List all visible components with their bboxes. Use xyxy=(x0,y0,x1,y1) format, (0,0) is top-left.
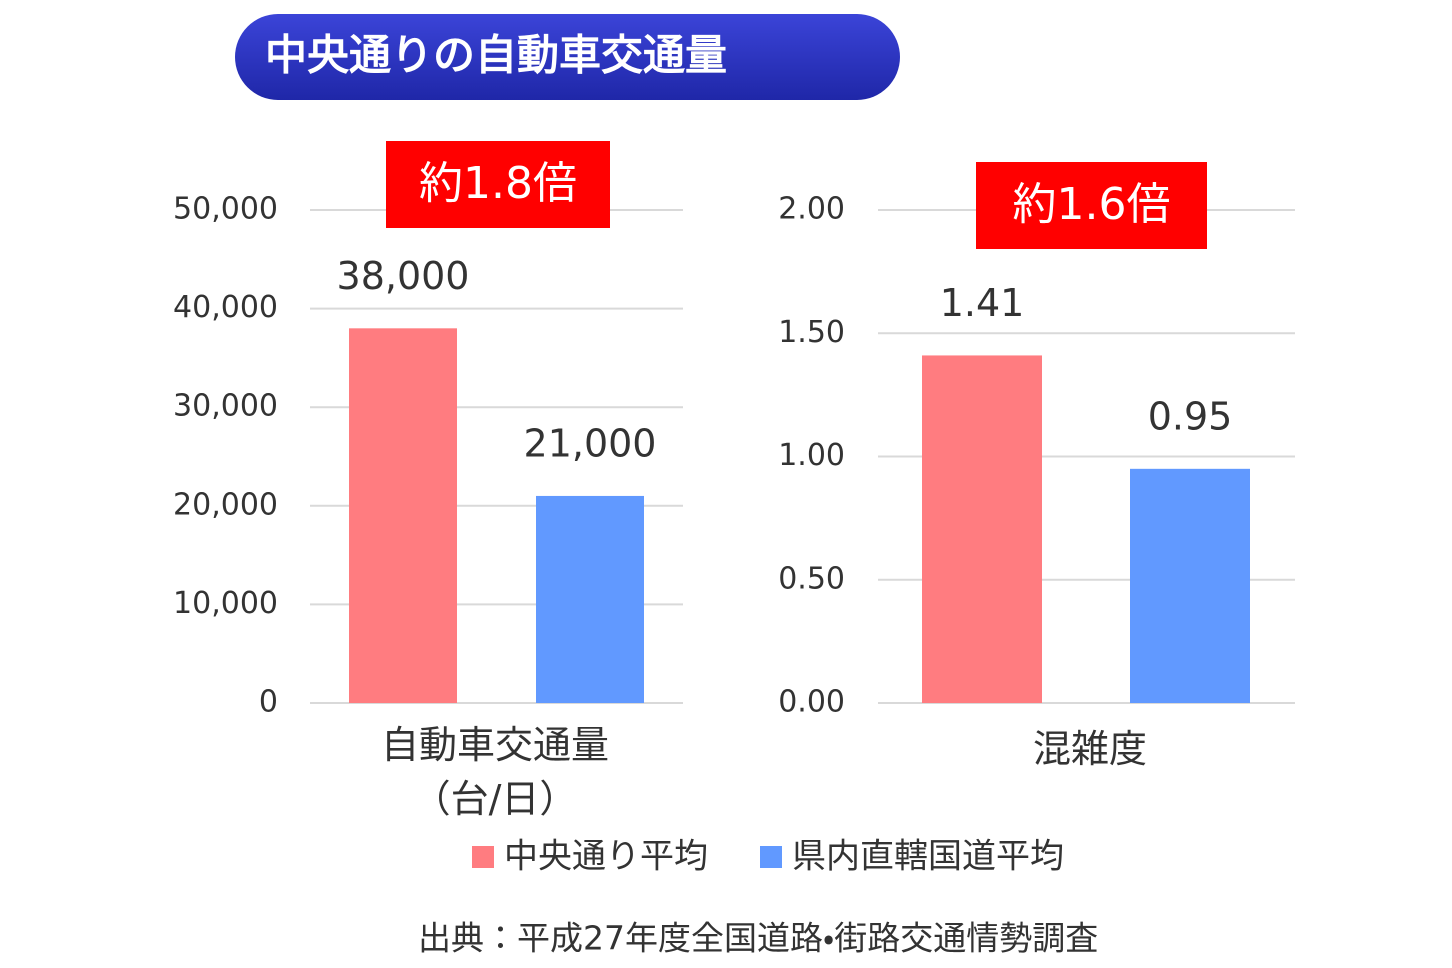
value-label: 21,000 xyxy=(524,421,657,465)
annotation-box xyxy=(976,162,1207,249)
value-label: 1.41 xyxy=(940,281,1025,325)
legend-label: 県内直轄国道平均 xyxy=(792,837,1064,877)
y-tick-label: 40,000 xyxy=(173,290,278,325)
y-tick-label: 30,000 xyxy=(173,389,278,424)
bar xyxy=(1130,468,1250,703)
y-tick-label: 1.50 xyxy=(778,315,845,350)
y-tick-label: 0 xyxy=(259,685,278,720)
x-category-label: 混雑度 xyxy=(1032,727,1147,771)
y-tick-label: 50,000 xyxy=(173,192,278,227)
y-tick-label: 0.50 xyxy=(778,561,845,596)
value-label: 38,000 xyxy=(337,254,470,298)
bar xyxy=(922,355,1042,703)
value-label: 0.95 xyxy=(1148,394,1233,438)
legend-swatch xyxy=(472,846,494,868)
bar xyxy=(349,328,457,703)
y-tick-label: 20,000 xyxy=(173,487,278,522)
y-tick-label: 1.00 xyxy=(778,438,845,473)
annotation-box xyxy=(386,141,610,228)
annotation: 約1.8倍 xyxy=(419,158,577,209)
y-tick-label: 0.00 xyxy=(778,685,845,720)
title-badge xyxy=(235,14,900,100)
legend-swatch xyxy=(760,846,782,868)
y-tick-label: 2.00 xyxy=(778,192,845,227)
bar xyxy=(536,495,644,703)
y-tick-label: 10,000 xyxy=(173,586,278,621)
x-category-label: 自動車交通量（台/日） xyxy=(380,723,609,821)
chart-title: 中央通りの自動車交通量 xyxy=(265,31,727,80)
legend-label: 中央通り平均 xyxy=(504,837,708,877)
source-note: 出典：平成27年度全国道路・街路交通情勢調査 xyxy=(418,919,1098,958)
annotation: 約1.6倍 xyxy=(1013,179,1171,230)
